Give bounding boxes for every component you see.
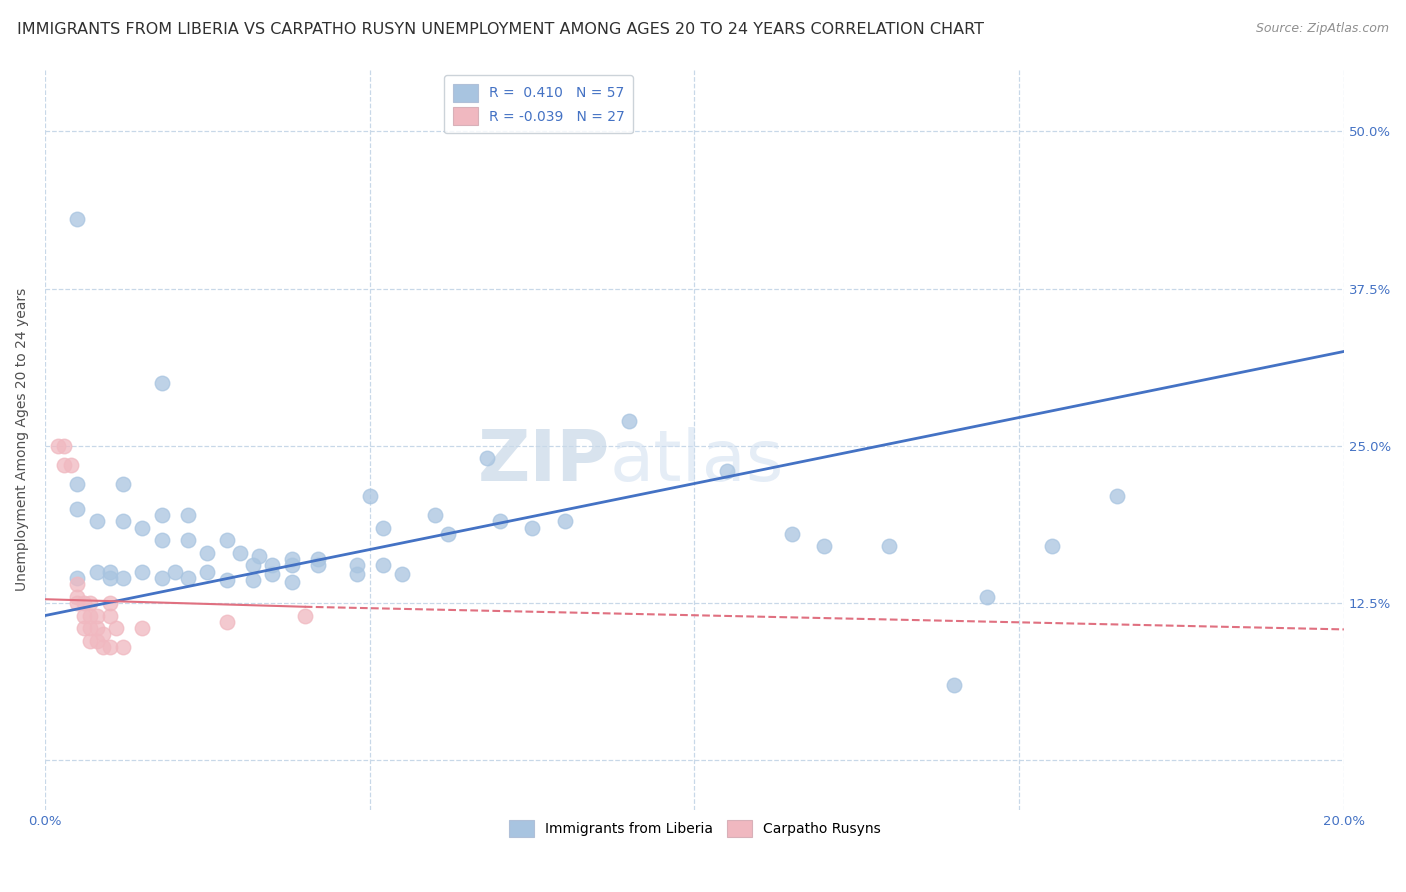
Point xyxy=(307,552,329,566)
Point xyxy=(79,596,101,610)
Point xyxy=(359,489,381,503)
Point xyxy=(215,533,238,548)
Point xyxy=(436,526,458,541)
Y-axis label: Unemployment Among Ages 20 to 24 years: Unemployment Among Ages 20 to 24 years xyxy=(15,288,30,591)
Point xyxy=(98,640,121,654)
Point xyxy=(1040,540,1063,554)
Point xyxy=(294,608,316,623)
Point xyxy=(943,678,966,692)
Point xyxy=(262,567,284,582)
Point xyxy=(73,608,96,623)
Point xyxy=(131,621,153,635)
Point xyxy=(86,621,108,635)
Point xyxy=(79,608,101,623)
Point xyxy=(131,565,153,579)
Point xyxy=(86,633,108,648)
Point xyxy=(86,608,108,623)
Point xyxy=(391,567,413,582)
Point xyxy=(66,590,89,604)
Point xyxy=(281,574,304,589)
Point xyxy=(177,533,200,548)
Point xyxy=(150,376,173,390)
Point xyxy=(242,574,264,588)
Point xyxy=(150,533,173,548)
Point xyxy=(66,476,89,491)
Point xyxy=(150,508,173,522)
Point xyxy=(79,633,101,648)
Point xyxy=(229,546,252,560)
Point xyxy=(423,508,446,522)
Text: ZIP: ZIP xyxy=(478,427,610,496)
Point xyxy=(619,414,641,428)
Point xyxy=(66,212,89,227)
Text: IMMIGRANTS FROM LIBERIA VS CARPATHO RUSYN UNEMPLOYMENT AMONG AGES 20 TO 24 YEARS: IMMIGRANTS FROM LIBERIA VS CARPATHO RUSY… xyxy=(17,22,984,37)
Point xyxy=(86,514,108,528)
Point xyxy=(1105,489,1128,503)
Point xyxy=(98,565,121,579)
Point xyxy=(247,549,270,564)
Point xyxy=(163,565,186,579)
Point xyxy=(371,520,394,534)
Point xyxy=(53,458,76,472)
Point xyxy=(111,571,134,585)
Point xyxy=(111,640,134,654)
Point xyxy=(111,514,134,528)
Point xyxy=(195,565,218,579)
Point xyxy=(215,574,238,588)
Point xyxy=(346,558,368,573)
Point xyxy=(86,565,108,579)
Point xyxy=(93,640,115,654)
Point xyxy=(307,558,329,573)
Point xyxy=(150,571,173,585)
Point xyxy=(281,552,304,566)
Point xyxy=(73,621,96,635)
Point xyxy=(59,458,82,472)
Point xyxy=(716,464,738,478)
Text: Source: ZipAtlas.com: Source: ZipAtlas.com xyxy=(1256,22,1389,36)
Point xyxy=(877,540,900,554)
Point xyxy=(242,558,264,573)
Point xyxy=(346,567,368,582)
Point xyxy=(371,558,394,573)
Point xyxy=(780,526,803,541)
Point xyxy=(46,439,69,453)
Point xyxy=(105,621,128,635)
Point xyxy=(66,571,89,585)
Point xyxy=(98,571,121,585)
Point xyxy=(131,520,153,534)
Point xyxy=(976,590,998,604)
Legend: Immigrants from Liberia, Carpatho Rusyns: Immigrants from Liberia, Carpatho Rusyns xyxy=(502,813,887,845)
Point xyxy=(177,508,200,522)
Point xyxy=(98,608,121,623)
Text: atlas: atlas xyxy=(610,427,785,496)
Point xyxy=(73,596,96,610)
Point xyxy=(554,514,576,528)
Point xyxy=(53,439,76,453)
Point xyxy=(215,615,238,629)
Point xyxy=(79,621,101,635)
Point xyxy=(195,546,218,560)
Point xyxy=(98,596,121,610)
Point xyxy=(177,571,200,585)
Point xyxy=(281,558,304,573)
Point xyxy=(520,520,543,534)
Point xyxy=(262,558,284,573)
Point xyxy=(813,540,835,554)
Point xyxy=(66,577,89,591)
Point xyxy=(475,451,498,466)
Point xyxy=(488,514,510,528)
Point xyxy=(93,627,115,641)
Point xyxy=(66,596,89,610)
Point xyxy=(66,501,89,516)
Point xyxy=(111,476,134,491)
